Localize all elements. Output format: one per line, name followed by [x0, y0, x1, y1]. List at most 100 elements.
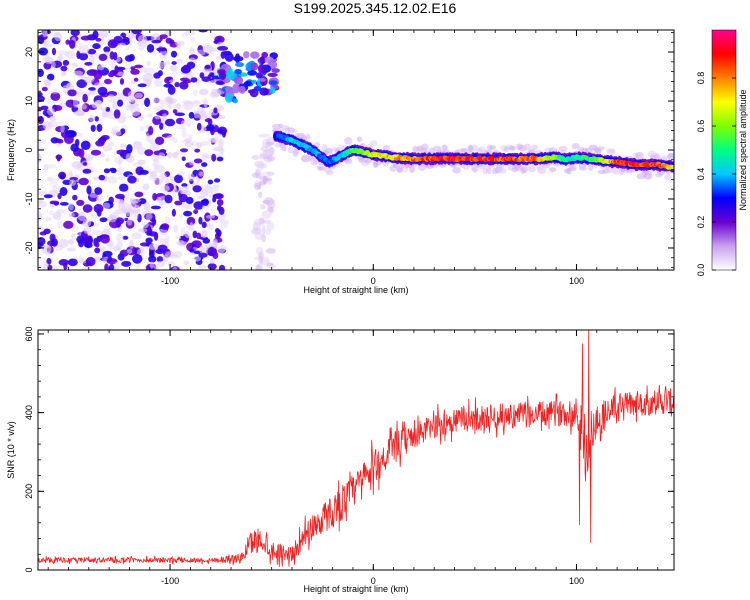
heatmap-cell	[205, 214, 216, 219]
heatmap-cell	[193, 209, 199, 215]
heatmap-cell	[548, 147, 558, 153]
heatmap-cell	[69, 179, 77, 187]
heatmap-cell	[201, 205, 210, 210]
heatmap-cell	[169, 175, 176, 184]
heatmap-cell	[209, 258, 215, 264]
heatmap-cell	[184, 141, 194, 147]
heatmap-cell	[47, 73, 55, 81]
heatmap-cell	[71, 62, 78, 68]
heatmap-cell	[45, 164, 57, 169]
heatmap-cell	[51, 47, 57, 56]
heatmap-cell	[78, 132, 84, 138]
y-tick-label: 600	[24, 326, 34, 341]
colorbar: 0.0 0.2 0.4 0.6 0.8 Normalized spectral ampl…	[696, 29, 748, 276]
spectrogram-y-axis: -20 -10 0 10 20	[24, 32, 674, 268]
heatmap-cell	[94, 247, 101, 254]
heatmap-cell	[56, 154, 61, 162]
heatmap-cell	[254, 232, 264, 241]
heatmap-cell	[78, 75, 86, 79]
heatmap-cell	[183, 210, 193, 217]
heatmap-cell	[102, 250, 113, 257]
heatmap-cell	[52, 211, 62, 220]
heatmap-cell	[95, 241, 100, 248]
heatmap-cell	[302, 135, 311, 140]
heatmap-cell	[100, 152, 105, 158]
heatmap-cell	[152, 158, 160, 167]
heatmap-cell	[129, 197, 136, 204]
heatmap-cell	[164, 216, 171, 224]
snr-y-label: SNR (10 * v/v)	[6, 421, 16, 479]
heatmap-cell	[253, 218, 265, 226]
heatmap-cell	[84, 242, 93, 249]
heatmap-cell	[82, 218, 92, 227]
heatmap-cell	[76, 199, 85, 206]
heatmap-cell	[103, 168, 110, 174]
heatmap-cell	[108, 72, 115, 78]
heatmap-cell	[409, 165, 415, 173]
heatmap-cell	[143, 202, 151, 212]
heatmap-cell	[224, 52, 234, 62]
heatmap-cell	[90, 124, 96, 132]
heatmap-cell	[53, 265, 60, 270]
heatmap-cell	[198, 265, 207, 270]
heatmap-cell	[98, 53, 108, 62]
heatmap-cell	[156, 47, 167, 52]
heatmap-cell	[97, 64, 105, 71]
heatmap-cell	[193, 255, 202, 262]
heatmap-cell	[134, 92, 143, 99]
heatmap-cell	[65, 39, 71, 45]
heatmap-cell	[568, 166, 577, 172]
heatmap-cell	[107, 242, 115, 250]
heatmap-cell	[172, 104, 182, 108]
heatmap-cell	[57, 50, 69, 55]
heatmap-cell	[38, 47, 48, 56]
heatmap-cell	[608, 148, 616, 156]
heatmap-cell	[163, 83, 173, 88]
heatmap-cell	[186, 61, 196, 69]
heatmap-cell	[369, 140, 378, 147]
heatmap-cell	[243, 51, 250, 59]
heatmap-cell	[344, 158, 353, 165]
x-tick-label: -100	[161, 576, 179, 586]
heatmap-cell	[122, 112, 127, 122]
heatmap-cell	[100, 234, 110, 244]
heatmap-cell	[86, 185, 92, 195]
heatmap-cell	[198, 216, 203, 225]
heatmap-cell	[260, 145, 270, 152]
heatmap-cell	[38, 153, 42, 163]
heatmap-cell	[134, 64, 144, 69]
heatmap-cell	[130, 106, 141, 117]
heatmap-cell	[95, 37, 102, 42]
heatmap-cell	[114, 261, 120, 270]
heatmap-cell	[115, 92, 125, 102]
heatmap-cell	[145, 81, 152, 86]
heatmap-cell	[523, 143, 532, 151]
x-tick-label: 100	[569, 576, 584, 586]
colorbar-tick-label: 0.6	[696, 120, 706, 133]
heatmap-cell	[107, 214, 117, 223]
heatmap-cell	[357, 136, 363, 142]
heatmap-cell	[218, 264, 226, 270]
heatmap-cell	[167, 104, 172, 110]
heatmap-cell	[48, 210, 54, 216]
heatmap-cell	[181, 120, 186, 127]
heatmap-cell	[110, 168, 117, 174]
heatmap-cell	[158, 228, 168, 236]
snr-plot: -100 0 100 0 200 400 600 Height of straight l…	[6, 326, 675, 594]
heatmap-cell	[182, 100, 193, 105]
heatmap-cell	[145, 237, 153, 244]
colorbar-tick-label: 0.2	[696, 216, 706, 229]
heatmap-cell	[92, 176, 100, 181]
heatmap-cell	[139, 125, 145, 132]
heatmap-cell	[528, 165, 536, 173]
heatmap-cell	[558, 145, 568, 151]
heatmap-cell	[108, 59, 117, 68]
heatmap-cell	[234, 68, 242, 75]
heatmap-cell	[217, 205, 222, 212]
heatmap-cell	[39, 231, 47, 236]
heatmap-cell	[38, 138, 44, 144]
heatmap-cell	[188, 111, 195, 119]
heatmap-cell	[227, 67, 233, 74]
heatmap-cell	[107, 176, 118, 184]
heatmap-cell	[144, 149, 154, 157]
